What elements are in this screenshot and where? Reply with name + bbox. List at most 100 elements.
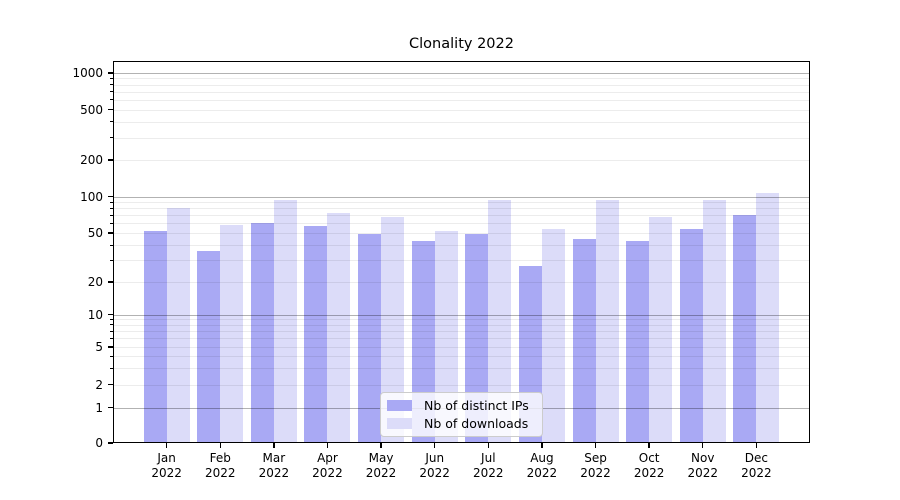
minor-tick-60 <box>110 222 113 224</box>
y-tick-5 <box>108 346 113 348</box>
major-gridline-1000 <box>113 72 810 74</box>
x-tick-label-feb: Feb 2022 <box>180 451 260 481</box>
bar-nb-of-distinct-ips-jan <box>143 231 167 443</box>
y-tick-10 <box>108 313 113 316</box>
x-tick-label-jul: Jul 2022 <box>448 451 528 481</box>
x-tick-month: Apr <box>317 451 338 465</box>
minor-tick-600 <box>110 99 113 101</box>
x-tick-year: 2022 <box>151 466 182 480</box>
bar-nb-of-distinct-ips-mar <box>250 223 274 443</box>
y-tick-20 <box>108 281 113 283</box>
x-tick-apr <box>326 443 329 448</box>
y-tick-label-10: 10 <box>87 307 103 322</box>
bar-nb-of-downloads-sep <box>595 200 619 443</box>
x-tick-year: 2022 <box>580 466 611 480</box>
minor-tick-7 <box>110 330 113 332</box>
x-tick-year: 2022 <box>258 466 290 480</box>
major-gridline-10 <box>113 314 810 316</box>
minor-gridline-7 <box>113 331 810 333</box>
bar-nb-of-distinct-ips-may <box>358 234 382 443</box>
x-tick-dec <box>755 443 758 448</box>
x-tick-jul <box>487 443 489 448</box>
x-tick-year: 2022 <box>365 466 397 480</box>
x-tick-aug <box>541 443 543 448</box>
x-tick-label-dec: Dec 2022 <box>716 451 796 481</box>
minor-tick-80 <box>110 207 113 209</box>
bar-nb-of-downloads-may <box>381 216 405 443</box>
bar-nb-of-downloads-aug <box>541 229 565 443</box>
minor-gridline-2 <box>113 384 810 386</box>
bar-nb-of-downloads-nov <box>702 200 726 443</box>
x-tick-jun <box>433 443 436 448</box>
x-tick-month: Feb <box>209 451 231 465</box>
plot-area: 0 1 2 5 10 20 50 100 200 500 1000 Jan 2022 Feb 2022 Mar… <box>72 61 810 480</box>
x-tick-year: 2022 <box>687 466 719 480</box>
bar-nb-of-downloads-feb <box>220 225 244 443</box>
legend-item-distinct-ips: Nb of distinct IPs <box>387 398 534 414</box>
y-tick-label-500: 500 <box>80 102 103 117</box>
minor-tick-8 <box>110 324 113 326</box>
x-tick-year: 2022 <box>633 466 665 480</box>
y-tick-label-200: 200 <box>80 153 103 167</box>
y-tick-label-20: 20 <box>87 275 103 289</box>
major-gridline-100 <box>113 196 810 198</box>
x-tick-year: 2022 <box>473 466 504 480</box>
minor-gridline-80 <box>113 208 810 210</box>
y-tick-500 <box>108 108 113 111</box>
y-tick-label-0: 0 <box>95 436 103 450</box>
legend-item-downloads: Nb of downloads <box>387 416 534 432</box>
bar-nb-of-downloads-mar <box>273 199 297 443</box>
x-tick-year: 2022 <box>741 466 772 480</box>
minor-tick-9 <box>110 318 113 320</box>
x-tick-month: Nov <box>691 451 715 465</box>
minor-gridline-300 <box>113 137 810 139</box>
minor-gridline-90 <box>113 202 810 204</box>
minor-gridline-200 <box>113 160 810 161</box>
bar-nb-of-distinct-ips-sep <box>572 238 596 443</box>
minor-tick-6 <box>110 337 113 339</box>
x-tick-mar <box>273 443 275 448</box>
minor-gridline-600 <box>113 99 810 101</box>
bar-nb-of-distinct-ips-feb <box>197 250 221 443</box>
minor-gridline-30 <box>113 260 810 262</box>
x-tick-month: Jun <box>425 451 445 465</box>
x-tick-feb <box>219 443 221 448</box>
bar-nb-of-downloads-oct <box>649 216 673 443</box>
minor-gridline-800 <box>113 84 810 86</box>
bar-nb-of-downloads-dec <box>756 193 780 443</box>
minor-gridline-70 <box>113 215 810 217</box>
legend-label-distinct-ips: Nb of distinct IPs <box>424 397 529 413</box>
minor-gridline-700 <box>113 91 810 93</box>
minor-tick-800 <box>110 84 113 86</box>
bar-nb-of-downloads-jan <box>166 208 190 443</box>
x-tick-month: May <box>368 451 394 465</box>
x-tick-sep <box>594 443 597 448</box>
bar-nb-of-downloads-jun <box>434 231 458 443</box>
y-tick-1000 <box>108 72 113 74</box>
bar-nb-of-distinct-ips-nov <box>679 229 703 443</box>
x-tick-month: Jul <box>481 451 496 465</box>
minor-gridline-500 <box>113 109 810 111</box>
minor-gridline-20 <box>113 282 810 283</box>
x-tick-label-nov: Nov 2022 <box>663 451 743 481</box>
y-tick-50 <box>108 232 113 234</box>
minor-tick-900 <box>110 77 113 79</box>
minor-gridline-5 <box>113 347 810 348</box>
bar-nb-of-downloads-apr <box>327 213 351 443</box>
bar-nb-of-distinct-ips-oct <box>626 241 650 443</box>
x-tick-month: Sep <box>584 451 607 465</box>
y-tick-200 <box>108 159 113 161</box>
minor-gridline-900 <box>113 78 810 80</box>
minor-tick-30 <box>110 259 113 261</box>
y-tick-label-1: 1 <box>95 400 103 415</box>
minor-tick-700 <box>110 91 113 93</box>
x-tick-year: 2022 <box>526 466 558 480</box>
y-tick-label-100: 100 <box>80 189 103 204</box>
minor-gridline-4 <box>113 356 810 358</box>
x-tick-month: Oct <box>638 451 660 465</box>
y-tick-100 <box>108 195 113 198</box>
minor-tick-3 <box>110 367 113 369</box>
bar-nb-of-downloads-jul <box>488 199 512 443</box>
x-tick-year: 2022 <box>312 466 343 480</box>
